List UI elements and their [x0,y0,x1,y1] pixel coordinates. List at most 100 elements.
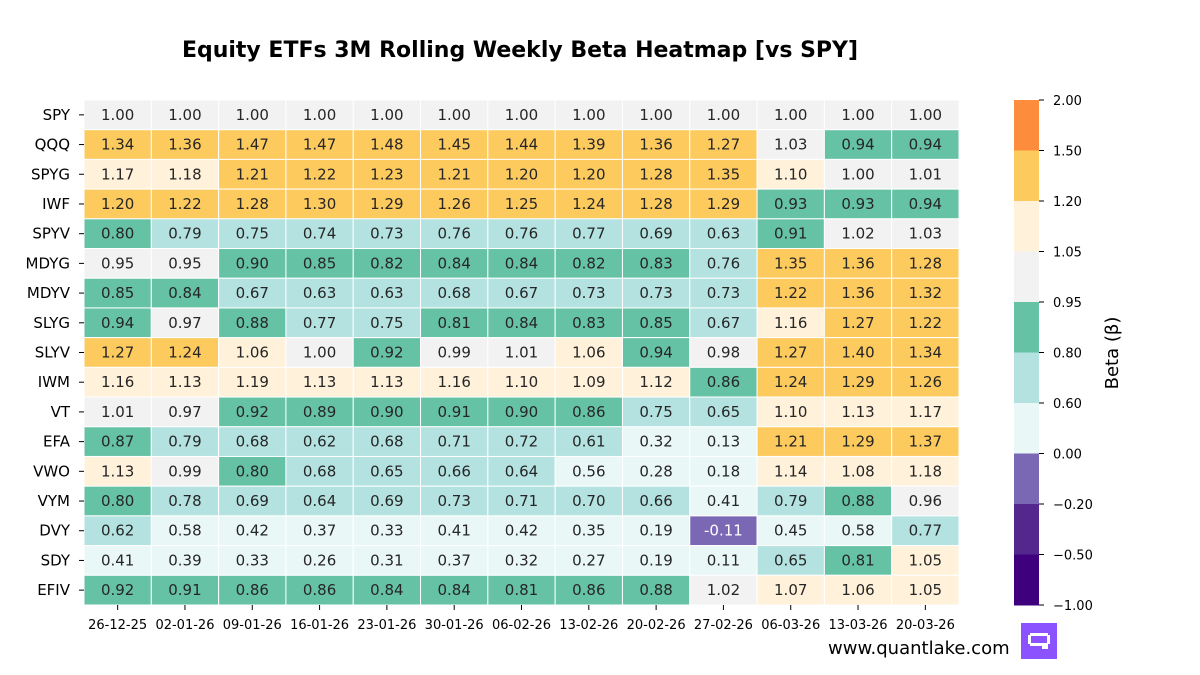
heatmap-cell-value: 0.67 [505,284,538,302]
heatmap-cell [823,158,893,190]
heatmap-cell-value: 0.61 [572,433,605,451]
heatmap-cell [891,366,960,398]
heatmap-cell-value: 1.24 [774,373,807,391]
heatmap-cell [756,129,825,160]
heatmap-cell [83,129,152,160]
row-label: SPYG [31,165,70,183]
heatmap-cell [823,396,893,428]
heatmap-cell [823,188,893,220]
row-label: SDY [41,551,71,569]
heatmap-cell-value: 1.00 [236,106,269,124]
colorbar-tick-label: −0.20 [1053,498,1093,513]
heatmap-cell-value: 1.40 [841,344,874,362]
heatmap-cell-value: 0.99 [437,344,470,362]
heatmap-cell-value: 0.90 [505,403,538,421]
heatmap-cell-value: 1.44 [505,136,538,154]
heatmap-cell [420,396,489,428]
heatmap-cell-value: 1.24 [168,344,201,362]
heatmap-cell [487,515,556,547]
heatmap-cell-value: 0.84 [168,284,201,302]
heatmap-cell-value: 1.22 [303,165,336,183]
heatmap-cell-value: 0.70 [572,492,605,510]
heatmap-cell [150,277,220,309]
heatmap-cell-value: 0.84 [437,254,470,272]
heatmap-cell-value: 0.77 [572,225,605,243]
heatmap-cell-value: 0.71 [437,433,470,451]
heatmap-cell-value: 0.45 [774,522,807,540]
heatmap-cell [554,99,623,131]
heatmap-cell-value: 1.29 [841,373,874,391]
quantlake-logo-icon [1021,623,1057,659]
heatmap-cell [285,188,354,220]
row-label: SLYV [35,344,71,362]
heatmap-cell-value: 0.94 [101,314,134,332]
heatmap-cell [83,307,152,339]
heatmap-cell [352,426,422,457]
heatmap-cell-value: 0.81 [841,551,874,569]
heatmap-cell [218,337,287,368]
heatmap-cell [621,366,691,398]
watermark-text: www.quantlake.com [828,638,1010,659]
heatmap-cell-value: 0.73 [639,284,672,302]
heatmap-cell-value: 1.35 [707,165,740,183]
heatmap-cell [554,515,623,547]
heatmap-cell [420,366,489,398]
heatmap-cell-value: 0.37 [303,522,336,540]
heatmap-cell [150,129,220,160]
heatmap-cell-value: 1.21 [437,165,470,183]
heatmap-cell [756,218,825,250]
heatmap-cell-value: 0.86 [572,403,605,421]
heatmap-cell-value: 0.66 [437,462,470,480]
heatmap-cell-value: 1.05 [909,551,942,569]
heatmap-cell [823,515,893,547]
heatmap-cell-value: 0.81 [437,314,470,332]
heatmap-cell [823,545,893,576]
heatmap-cell-value: 1.07 [774,581,807,599]
heatmap-cell-value: 1.13 [303,373,336,391]
heatmap-cell-value: 0.79 [774,492,807,510]
heatmap-cell-value: 0.39 [168,551,201,569]
heatmap-cell-value: 0.13 [707,433,740,451]
heatmap-cell [218,396,287,428]
heatmap-cell-value: 0.41 [707,492,740,510]
heatmap-cell [420,485,489,517]
heatmap-cell-value: 1.13 [841,403,874,421]
heatmap-cell [756,545,825,576]
heatmap-cell [689,366,758,398]
heatmap-cell [891,337,960,368]
heatmap-cell [218,218,287,250]
heatmap-cell-value: 0.33 [236,551,269,569]
heatmap-cell-value: 0.28 [639,462,672,480]
heatmap-cell-value: 1.27 [101,344,134,362]
colorbar-segment [1014,352,1039,404]
heatmap-cell-value: 1.19 [236,373,269,391]
colorbar-tick-label: 1.20 [1053,195,1082,210]
heatmap-cell [689,99,758,131]
heatmap-cell-value: 1.20 [572,165,605,183]
heatmap-cell-value: 1.28 [909,254,942,272]
heatmap-cell-value: 1.20 [101,195,134,213]
heatmap-cell [891,158,960,190]
heatmap-cell [487,485,556,517]
heatmap-cell-value: 0.65 [774,551,807,569]
heatmap-cell-value: 0.93 [841,195,874,213]
colorbar-tick-label: 1.05 [1053,246,1082,261]
heatmap-cell-value: 1.03 [774,136,807,154]
heatmap-cell-value: 0.64 [303,492,336,510]
heatmap-cell-value: 1.06 [841,581,874,599]
heatmap-cell [285,574,354,606]
colorbar-tick-label: −0.50 [1053,549,1093,564]
heatmap-cell-value: 1.22 [909,314,942,332]
heatmap-cell [621,337,691,368]
heatmap-cell [554,129,623,160]
row-label: SPY [43,106,71,124]
heatmap-cell [823,99,893,131]
heatmap-cell-value: 0.95 [101,254,134,272]
heatmap-cell-value: 0.96 [909,492,942,510]
heatmap-cell [891,277,960,309]
heatmap-cell-value: 1.28 [236,195,269,213]
heatmap-cell-value: 0.73 [437,492,470,510]
heatmap-cell-value: 1.18 [909,462,942,480]
heatmap-cell-value: 1.00 [841,106,874,124]
